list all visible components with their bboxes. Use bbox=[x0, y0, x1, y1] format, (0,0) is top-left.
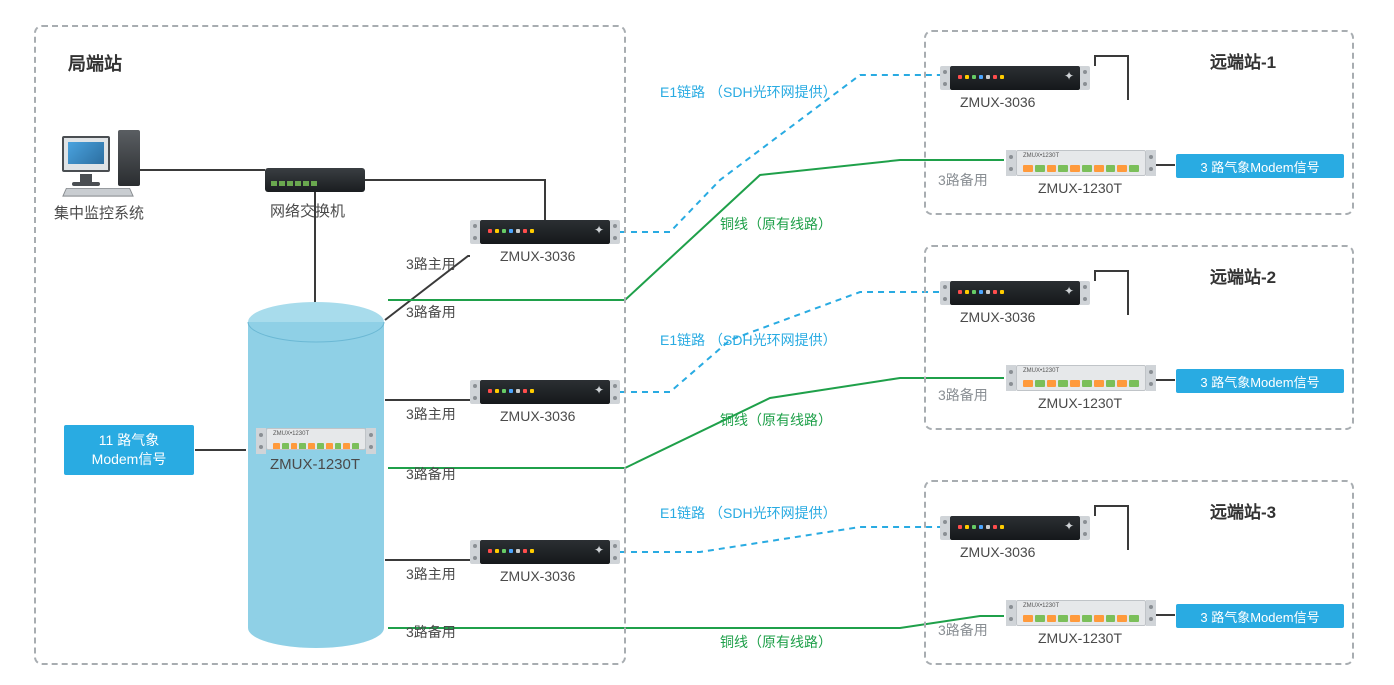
monitoring-pc-icon bbox=[62, 130, 152, 200]
remote-2-zmux3036-label: ZMUX-3036 bbox=[960, 309, 1035, 325]
remote-3-zmux1230-icon: ZMUX•1230T bbox=[1006, 600, 1156, 626]
central-zmux3036-3-icon: ✦ bbox=[470, 540, 620, 564]
central-zmux3036-2-label: ZMUX-3036 bbox=[500, 408, 575, 424]
central-main-2-label: 3路主用 bbox=[406, 404, 456, 424]
central-zmux3036-2-icon: ✦ bbox=[470, 380, 620, 404]
led-row bbox=[958, 290, 1004, 294]
remote-2-zmux1230-icon: ZMUX•1230T bbox=[1006, 365, 1156, 391]
led-row bbox=[958, 525, 1004, 529]
remote-3-box bbox=[924, 480, 1354, 665]
remote-3-title: 远端站-3 bbox=[1210, 498, 1276, 523]
led-row bbox=[488, 389, 534, 393]
central-modem-chip-text: 11 路气象Modem信号 bbox=[92, 431, 167, 469]
remote-1-zmux3036-icon: ✦ bbox=[940, 66, 1090, 90]
remote-2-zmux3036-icon: ✦ bbox=[940, 281, 1090, 305]
network-switch-icon bbox=[265, 168, 365, 192]
e1-link-3-label: E1链路 （SDH光环网提供） bbox=[660, 503, 837, 523]
zmux-1230t-cylinder-icon bbox=[246, 300, 386, 650]
e1-link-2-label: E1链路 （SDH光环网提供） bbox=[660, 330, 837, 350]
led-row bbox=[958, 75, 1004, 79]
central-backup-1-label: 3路备用 bbox=[406, 302, 456, 322]
copper-3-label: 铜线（原有线路） bbox=[720, 632, 832, 652]
copper-2-label: 铜线（原有线路） bbox=[720, 410, 832, 430]
remote-2-box bbox=[924, 245, 1354, 430]
central-main-1-label: 3路主用 bbox=[406, 254, 456, 274]
remote-3-zmux1230-label: ZMUX-1230T bbox=[1038, 630, 1122, 646]
remote-1-modem-chip: 3 路气象Modem信号 bbox=[1176, 154, 1344, 178]
central-backup-2-label: 3路备用 bbox=[406, 464, 456, 484]
remote-1-zmux3036-label: ZMUX-3036 bbox=[960, 94, 1035, 110]
remote-2-backup-label: 3路备用 bbox=[938, 385, 988, 405]
central-zmux1230-label: ZMUX-1230T bbox=[270, 456, 360, 473]
monitoring-label: 集中监控系统 bbox=[54, 202, 144, 223]
central-modem-chip: 11 路气象Modem信号 bbox=[64, 425, 194, 475]
remote-2-modem-chip: 3 路气象Modem信号 bbox=[1176, 369, 1344, 393]
remote-1-box bbox=[924, 30, 1354, 215]
central-zmux3036-1-label: ZMUX-3036 bbox=[500, 248, 575, 264]
remote-1-backup-label: 3路备用 bbox=[938, 170, 988, 190]
remote-2-zmux1230-label: ZMUX-1230T bbox=[1038, 395, 1122, 411]
central-station-title: 局端站 bbox=[68, 50, 122, 76]
central-zmux1230-device-icon: ZMUX•1230T bbox=[256, 428, 376, 450]
remote-2-title: 远端站-2 bbox=[1210, 263, 1276, 288]
led-row bbox=[488, 229, 534, 233]
remote-1-zmux1230-icon: ZMUX•1230T bbox=[1006, 150, 1156, 176]
central-zmux3036-3-label: ZMUX-3036 bbox=[500, 568, 575, 584]
remote-1-title: 远端站-1 bbox=[1210, 48, 1276, 73]
central-backup-3-label: 3路备用 bbox=[406, 622, 456, 642]
remote-3-modem-chip: 3 路气象Modem信号 bbox=[1176, 604, 1344, 628]
remote-3-backup-label: 3路备用 bbox=[938, 620, 988, 640]
remote-3-zmux3036-icon: ✦ bbox=[940, 516, 1090, 540]
remote-1-zmux1230-label: ZMUX-1230T bbox=[1038, 180, 1122, 196]
copper-1-label: 铜线（原有线路） bbox=[720, 214, 832, 234]
e1-link-1-label: E1链路 （SDH光环网提供） bbox=[660, 82, 837, 102]
central-main-3-label: 3路主用 bbox=[406, 564, 456, 584]
led-row bbox=[488, 549, 534, 553]
remote-3-zmux3036-label: ZMUX-3036 bbox=[960, 544, 1035, 560]
central-zmux3036-1-icon: ✦ bbox=[470, 220, 620, 244]
network-switch-label: 网络交换机 bbox=[270, 200, 345, 221]
